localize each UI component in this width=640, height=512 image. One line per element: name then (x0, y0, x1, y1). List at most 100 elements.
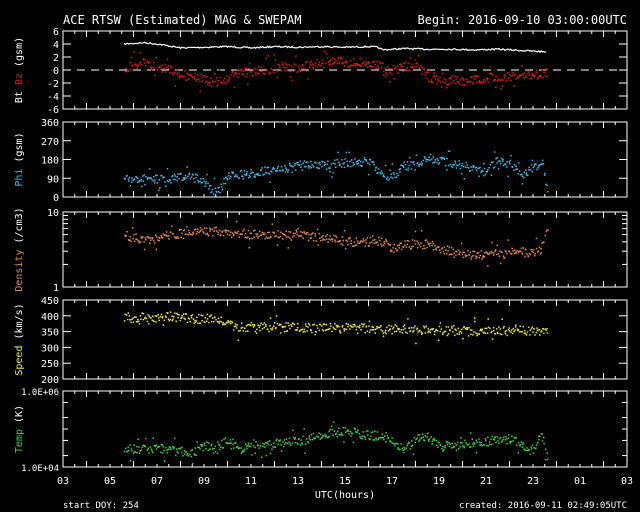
data-point (274, 327, 277, 330)
data-point (527, 255, 530, 258)
data-point (176, 179, 178, 182)
data-point (398, 247, 400, 249)
data-point (248, 174, 251, 177)
data-point (538, 164, 541, 167)
data-point (367, 430, 369, 432)
data-point (266, 69, 268, 72)
data-point (218, 69, 221, 71)
data-point (341, 244, 344, 246)
data-point (324, 239, 326, 241)
data-point (345, 328, 348, 331)
data-point (309, 61, 311, 64)
data-point (492, 438, 495, 441)
data-point (404, 244, 406, 246)
data-point (373, 439, 375, 441)
data-point (388, 244, 390, 246)
data-point (155, 321, 157, 323)
data-point (150, 177, 152, 179)
data-point (383, 70, 385, 73)
data-point (321, 165, 323, 168)
data-point (459, 167, 462, 170)
data-point (194, 78, 196, 80)
data-point (159, 315, 162, 318)
data-point (226, 179, 229, 181)
data-point (271, 68, 273, 71)
data-point (363, 158, 366, 161)
data-point (178, 229, 181, 232)
data-point (330, 425, 333, 428)
data-point (521, 330, 523, 333)
data-point (494, 79, 497, 81)
data-point (154, 68, 156, 70)
data-point (397, 174, 400, 176)
data-point (537, 76, 540, 78)
data-point (308, 437, 310, 439)
data-point (513, 85, 516, 87)
data-point (418, 66, 421, 69)
data-point (481, 330, 483, 332)
data-point (325, 435, 327, 437)
data-point (314, 162, 317, 164)
data-point (498, 438, 501, 440)
data-point (336, 324, 339, 327)
data-point (129, 239, 131, 242)
data-point (131, 64, 134, 66)
data-point (315, 240, 318, 242)
data-point (446, 83, 448, 86)
data-point (414, 325, 416, 327)
data-point (366, 434, 369, 436)
data-point (359, 164, 362, 167)
data-point (269, 325, 271, 327)
data-point (334, 159, 336, 161)
data-point (156, 182, 159, 184)
data-point (142, 312, 145, 315)
y-axis-label-part: (K) (14, 405, 25, 429)
data-point (335, 432, 338, 435)
data-point (204, 182, 207, 185)
data-point (218, 322, 221, 324)
data-point (432, 327, 435, 330)
data-point (277, 236, 279, 238)
data-point (339, 329, 341, 332)
data-point (436, 158, 438, 160)
data-point (254, 330, 257, 333)
data-point (445, 441, 448, 443)
data-point (407, 318, 409, 320)
data-point (206, 80, 208, 83)
data-point (169, 72, 171, 74)
data-point (346, 430, 348, 432)
data-point (532, 331, 534, 333)
data-point (373, 60, 375, 63)
data-point (420, 164, 423, 166)
data-point (331, 240, 334, 243)
data-point (222, 235, 225, 237)
data-point (536, 329, 539, 332)
data-point (207, 81, 210, 84)
data-point (285, 322, 287, 324)
data-point (361, 241, 364, 243)
data-point (272, 325, 275, 327)
y-tick-label: 90 (47, 174, 59, 185)
data-point (454, 443, 457, 445)
data-point (211, 80, 214, 83)
data-point (432, 156, 434, 158)
data-point (395, 247, 397, 250)
data-point (165, 231, 168, 233)
data-point (240, 327, 243, 329)
data-point (228, 442, 230, 445)
data-point (354, 63, 357, 65)
data-point (342, 61, 344, 64)
x-tick-label: 17 (386, 476, 398, 487)
data-point (154, 174, 157, 177)
data-point (144, 317, 146, 320)
data-point (455, 254, 457, 256)
data-point (280, 70, 282, 72)
data-point (376, 431, 379, 433)
data-point (230, 442, 232, 444)
data-point (199, 230, 201, 232)
data-point (144, 237, 147, 239)
data-point (397, 328, 400, 331)
data-point (494, 250, 496, 252)
data-point (347, 164, 349, 166)
data-point (483, 444, 485, 446)
